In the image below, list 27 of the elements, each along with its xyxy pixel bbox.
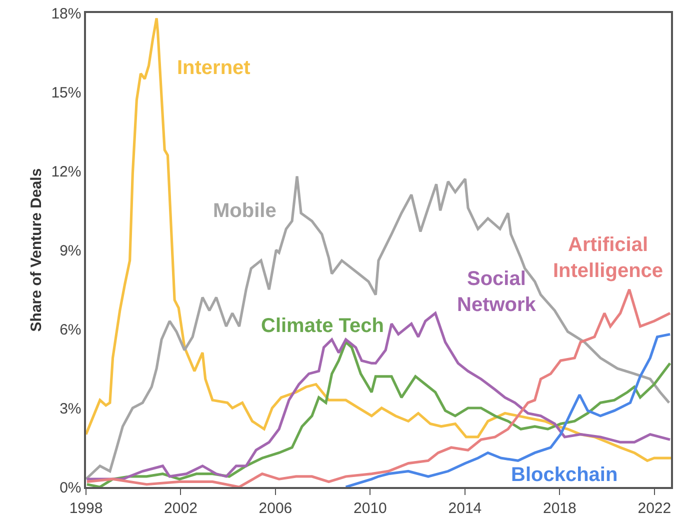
x-tick-label: 2022 [638,500,672,517]
x-tick-label: 2010 [354,500,387,517]
x-tick-label: 2002 [164,500,198,517]
x-tick-label: 1998 [69,500,103,517]
series-label: Internet [177,57,251,79]
line-series [86,288,671,487]
y-tick-label: 12% [51,163,82,180]
line-series [86,312,671,480]
y-tick-label: 0% [60,479,82,496]
x-tick-label: 2018 [542,500,576,517]
line-series [86,340,671,487]
line-series [86,174,670,480]
y-tick-label: 3% [60,400,82,418]
y-tick-label: 15% [51,84,82,102]
series-label: Artificial Intelligence [553,234,664,282]
y-tick-label: 6% [60,321,82,338]
series-label: Climate Tech [261,315,384,337]
x-tick-label: 2006 [258,500,292,517]
line-series [344,332,671,487]
y-tick-label: 18% [51,5,82,22]
series-label: Blockchain [511,464,618,486]
line-series [86,16,671,462]
x-tick-label: 2014 [448,500,482,517]
series-label: Mobile [213,200,276,222]
series-label: Social Network [457,268,537,316]
y-tick-label: 9% [60,242,82,260]
y-axis-title: Share of Venture Deals [28,168,45,332]
